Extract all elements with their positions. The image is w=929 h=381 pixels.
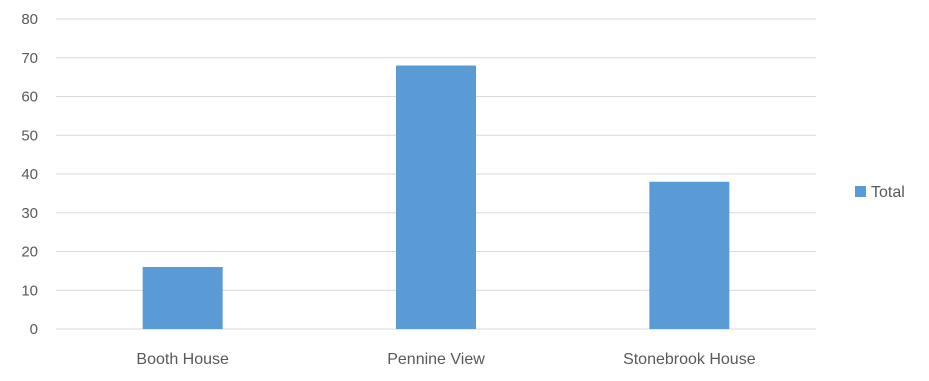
bar-stonebrook-house [649,181,730,329]
y-axis-tick-labels: 0 10 20 30 40 50 60 70 80 [21,11,38,338]
y-tick-label-0: 0 [30,321,38,338]
y-tick-label-50: 50 [21,127,38,144]
x-tick-label-pennine-view: Pennine View [387,351,485,368]
bar-booth-house [142,267,223,329]
y-tick-label-80: 80 [21,11,38,28]
y-tick-label-70: 70 [21,50,38,67]
legend-swatch-total [855,186,866,197]
x-tick-label-booth-house: Booth House [136,351,229,368]
bars [142,65,730,329]
x-tick-label-stonebrook-house: Stonebrook House [623,351,756,368]
bar-pennine-view [396,65,476,329]
y-tick-label-10: 10 [21,282,38,299]
x-axis-tick-labels: Booth House Pennine View Stonebrook House [136,351,755,368]
legend: Total [855,184,905,201]
y-tick-label-20: 20 [21,244,38,261]
y-tick-label-30: 30 [21,205,38,222]
y-tick-label-40: 40 [21,166,38,183]
legend-label-total: Total [871,184,905,201]
y-tick-label-60: 60 [21,89,38,106]
